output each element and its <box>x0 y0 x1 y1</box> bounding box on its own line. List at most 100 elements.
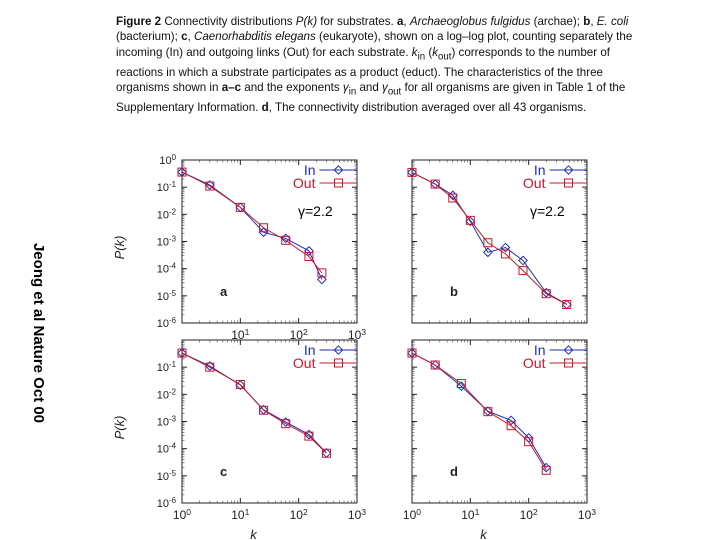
series-line-out <box>181 352 327 454</box>
chart-panel-c: 10-1 10-2 10-3 10-4 10-5 10-6 101 102 103 100 P(k)… <box>112 339 366 540</box>
caption-kout: k <box>432 45 439 59</box>
legend-label-in: In <box>534 162 546 178</box>
caption-text: (eukaryote), shown on a log–log plot, co… <box>116 30 633 59</box>
legend-label-in: In <box>304 162 316 178</box>
data-point-out <box>456 379 466 389</box>
y-tick-label: 100 <box>159 153 176 167</box>
data-point-out <box>235 202 245 212</box>
y-tick-label: 10-1 <box>157 360 177 374</box>
data-point-in <box>258 227 269 238</box>
legend-marker-in <box>563 345 574 355</box>
plot-frame <box>181 339 358 504</box>
legend-marker-out <box>564 178 573 188</box>
x-tick-label: 101 <box>461 507 479 522</box>
data-point-out <box>259 223 269 233</box>
y-tick-label: 10-4 <box>157 262 177 276</box>
legend-label-out: Out <box>293 175 316 191</box>
caption-text: ( <box>425 45 433 59</box>
data-point-in <box>280 417 291 428</box>
legend-marker-out <box>564 358 573 368</box>
caption-text: and <box>356 80 383 94</box>
x-tick-label: 101 <box>231 507 249 522</box>
data-point-in <box>500 242 511 253</box>
series-line-out <box>411 171 568 305</box>
series-line-out <box>411 352 547 471</box>
x-axis-label: k <box>480 527 488 540</box>
data-point-out <box>448 193 458 203</box>
legend-marker-in <box>563 165 574 175</box>
caption-gamma-in: γ <box>342 80 349 94</box>
data-point-out <box>205 181 215 191</box>
caption-kin: k <box>411 45 418 59</box>
data-point-out <box>407 348 417 358</box>
data-point-in <box>465 216 476 227</box>
legend-label-out: Out <box>523 175 546 191</box>
legend-marker-in <box>333 165 344 175</box>
x-tick-label: 103 <box>578 507 596 522</box>
data-point-in <box>316 274 327 285</box>
x-tick-label: 100 <box>173 507 191 522</box>
caption-panels-ac: a–c <box>221 80 242 94</box>
x-tick-label: 100 <box>403 507 421 522</box>
data-point-in <box>304 246 314 256</box>
series-line-out <box>181 171 323 274</box>
data-point-in <box>280 233 291 244</box>
legend-marker-out <box>334 358 343 368</box>
caption-text: , <box>403 15 410 28</box>
caption-species-celegans: Caenorhabditis elegans <box>193 30 316 44</box>
panel-letter-d: d <box>450 464 458 479</box>
data-point-in <box>204 361 215 371</box>
data-point-in <box>204 180 215 190</box>
data-point-out <box>541 465 551 475</box>
y-axis-label: P(k) <box>112 236 127 260</box>
data-point-out <box>562 299 572 309</box>
gamma-annotation-right: γ=2.2 <box>530 203 565 219</box>
legend-label-in: In <box>534 342 546 358</box>
data-point-in <box>518 255 528 266</box>
data-point-out <box>518 266 528 276</box>
legend-label-out: Out <box>523 355 546 371</box>
caption-gamma-out-sub: out <box>387 86 402 98</box>
x-tick-label: 102 <box>290 327 308 342</box>
data-point-in <box>482 247 493 258</box>
x-tick-label: 102 <box>520 507 538 522</box>
caption-text: for all organisms are given in Table 1 o… <box>116 80 626 114</box>
data-point-out <box>304 252 314 262</box>
caption-pk: P(k) <box>295 15 318 28</box>
caption-text: , <box>187 30 194 44</box>
data-point-out <box>177 348 187 358</box>
caption-text: (archae); <box>530 15 584 28</box>
y-tick-label: 10-1 <box>157 180 177 194</box>
caption-panel-c: c <box>181 30 188 44</box>
legend-label-out: Out <box>293 355 316 371</box>
caption-panel-d: d <box>261 100 269 114</box>
caption-kout-sub: out <box>438 51 452 63</box>
caption-panel-b: b <box>583 15 591 28</box>
panel-letter-a: a <box>220 284 228 299</box>
caption-gamma-out: γ <box>382 80 388 94</box>
caption-gamma-in-sub: in <box>348 86 357 98</box>
data-point-out <box>281 419 291 429</box>
panel-letter-c: c <box>220 464 227 479</box>
y-tick-label: 10-2 <box>157 207 176 221</box>
gamma-annotation-left: γ=2.2 <box>298 203 333 219</box>
caption-species-archaeoglobus: Archaeoglobus fulgidus <box>409 15 531 28</box>
caption-figure-number: Figure 2 <box>116 15 162 28</box>
caption-text: , The connectivity distribution averaged… <box>268 100 587 114</box>
data-point-out <box>317 268 327 278</box>
x-axis-label: k <box>250 527 258 540</box>
plot-frame <box>411 159 588 324</box>
data-point-in <box>456 381 467 392</box>
y-axis-label: P(k) <box>112 416 127 440</box>
legend-label-in: In <box>304 342 316 358</box>
data-point-out <box>506 421 516 431</box>
data-point-out <box>304 431 314 441</box>
data-point-out <box>281 235 291 245</box>
caption-kin-sub: in <box>417 51 426 63</box>
caption-text: ) corresponds to the number of reactions… <box>116 45 610 94</box>
caption-panel-a: a <box>396 15 404 28</box>
y-tick-label: 10-4 <box>157 442 177 456</box>
caption-species-ecoli: E. coli <box>596 15 629 28</box>
